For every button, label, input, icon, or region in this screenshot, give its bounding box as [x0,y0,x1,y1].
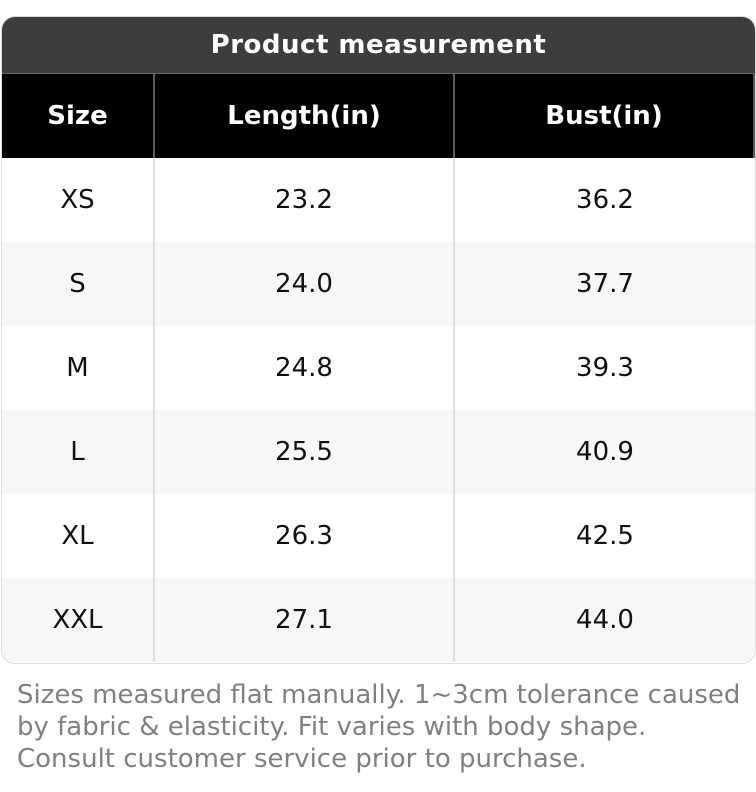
cell-size: XXL [2,578,155,662]
cell-length: 24.8 [155,326,455,410]
cell-bust: 42.5 [455,494,755,578]
cell-length: 26.3 [155,494,455,578]
cell-length: 25.5 [155,410,455,494]
header-length: Length(in) [155,74,455,158]
cell-size: L [2,410,155,494]
cell-size: M [2,326,155,410]
cell-size: XS [2,158,155,242]
cell-length: 24.0 [155,242,455,326]
cell-bust: 40.9 [455,410,755,494]
cell-bust: 39.3 [455,326,755,410]
cell-bust: 44.0 [455,578,755,662]
cell-length: 23.2 [155,158,455,242]
cell-size: XL [2,494,155,578]
measurement-table-card: Product measurement Size Length(in) Bust… [1,16,756,664]
measurement-footnote: Sizes measured flat manually. 1~3cm tole… [17,680,741,774]
cell-length: 27.1 [155,578,455,662]
table-title: Product measurement [2,17,755,74]
measurement-table: Size Length(in) Bust(in) XS 23.2 36.2 S … [2,74,755,662]
header-size: Size [2,74,155,158]
cell-bust: 36.2 [455,158,755,242]
cell-size: S [2,242,155,326]
cell-bust: 37.7 [455,242,755,326]
header-bust: Bust(in) [455,74,755,158]
